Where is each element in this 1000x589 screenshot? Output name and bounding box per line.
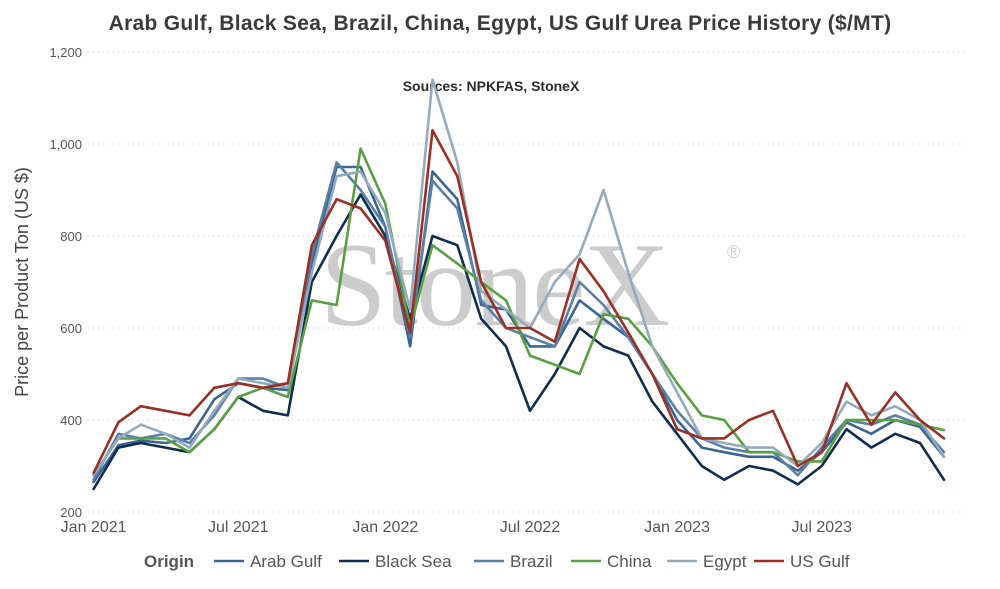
legend-label: Arab Gulf <box>250 552 322 571</box>
legend-label: US Gulf <box>790 552 850 571</box>
x-tick-label: Jan 2023 <box>644 519 710 536</box>
y-tick-label: 200 <box>60 505 82 520</box>
y-tick-label: 400 <box>60 413 82 428</box>
x-tick-label: Jan 2022 <box>352 519 418 536</box>
series-line-us-gulf <box>92 128 946 475</box>
y-tick-label: 1,200 <box>49 45 82 60</box>
legend-label: Brazil <box>510 552 553 571</box>
y-tick-label: 1,000 <box>49 137 82 152</box>
series-lines <box>92 78 946 491</box>
legend-item-black-sea[interactable]: Black Sea <box>339 552 452 571</box>
legend-label: Egypt <box>703 552 747 571</box>
legend-label: Black Sea <box>375 552 452 571</box>
legend-item-arab-gulf[interactable]: Arab Gulf <box>214 552 322 571</box>
legend-item-egypt[interactable]: Egypt <box>667 552 747 571</box>
x-tick-label: Jul 2022 <box>500 519 561 536</box>
legend-item-brazil[interactable]: Brazil <box>474 552 553 571</box>
y-tick-label: 600 <box>60 321 82 336</box>
x-tick-label: Jan 2021 <box>61 519 127 536</box>
legend-item-china[interactable]: China <box>571 552 652 571</box>
legend-label: China <box>607 552 652 571</box>
chart-subtitle: Sources: NPKFAS, StoneX <box>403 78 580 94</box>
y-axis-ticks: 200 400 600 800 1,000 1,200 <box>49 45 82 520</box>
y-tick-label: 800 <box>60 229 82 244</box>
x-axis-ticks: Jan 2021 Jul 2021 Jan 2022 Jul 2022 Jan 2023… <box>61 519 852 536</box>
legend-item-us-gulf[interactable]: US Gulf <box>754 552 850 571</box>
legend-title: Origin <box>144 552 194 571</box>
stonex-watermark: StoneX <box>320 218 668 351</box>
x-tick-label: Jul 2023 <box>791 519 852 536</box>
x-tick-label: Jul 2021 <box>208 519 269 536</box>
y-axis-title: Price per Product Ton (US $) <box>12 167 32 397</box>
legend[interactable]: Origin Arab Gulf Black Sea Brazil China Egyp… <box>144 552 850 571</box>
chart-title: Arab Gulf, Black Sea, Brazil, China, Egy… <box>108 12 892 35</box>
registered-mark: ® <box>727 242 740 262</box>
